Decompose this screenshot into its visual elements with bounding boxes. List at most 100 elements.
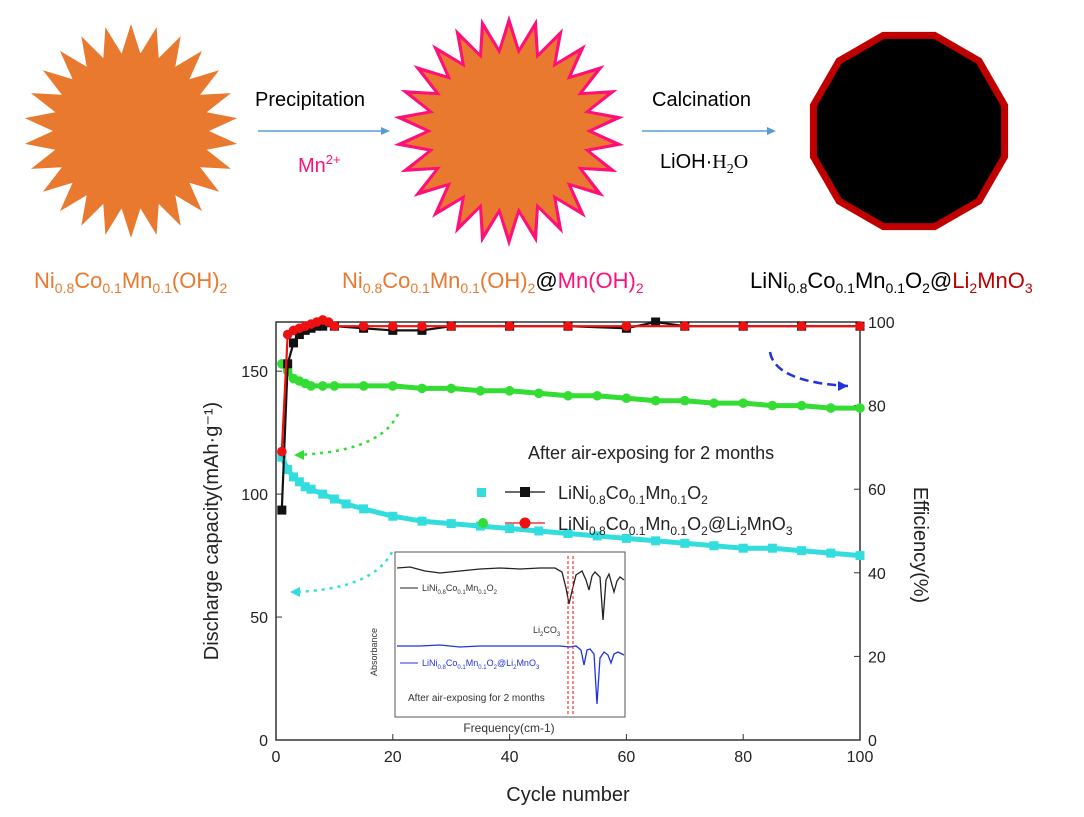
data-point-square bbox=[283, 359, 293, 369]
data-point-circle bbox=[738, 398, 748, 408]
inset-legend-label-coated: LiNi0.8Co0.1Mn0.1O2@Li2MnO3 bbox=[422, 658, 540, 671]
legend-label-coated: LiNi0.8Co0.1Mn0.1O2@Li2MnO3 bbox=[558, 514, 793, 538]
data-point-square bbox=[738, 543, 748, 553]
data-point-square bbox=[300, 482, 310, 492]
data-point-square bbox=[680, 538, 690, 548]
black-dodecagon-particle-icon bbox=[809, 31, 1009, 231]
data-point-circle bbox=[504, 321, 515, 331]
data-point-circle bbox=[826, 403, 836, 413]
data-point-square bbox=[709, 541, 719, 551]
y-tick-label-right: 20 bbox=[868, 649, 886, 666]
chart-annotation: After air-exposing for 2 months bbox=[528, 443, 774, 463]
orange-sun-particle-icon bbox=[24, 24, 238, 238]
data-point-circle bbox=[621, 393, 632, 404]
inset-ftir-spectrum: LiNi0.8Co0.1Mn0.1O2 LiNi0.8Co0.1Mn0.1O2@… bbox=[369, 551, 626, 735]
inset-peak-label: Li2CO3 bbox=[533, 625, 561, 638]
y-tick-label-right: 0 bbox=[868, 733, 877, 750]
data-point-square bbox=[621, 533, 631, 543]
data-point-circle bbox=[563, 390, 573, 401]
data-point-square bbox=[826, 548, 836, 558]
data-point-square bbox=[283, 465, 293, 475]
data-point-circle bbox=[504, 386, 515, 396]
right-arrow-icon bbox=[258, 127, 390, 135]
mn2plus-label: Mn2+ bbox=[298, 152, 341, 177]
data-point-circle bbox=[738, 321, 748, 331]
material-coated-precursor-label: Ni0.8Co0.1Mn0.1(OH)2@Mn(OH)2 bbox=[342, 268, 644, 296]
data-point-circle bbox=[358, 321, 369, 331]
trend-arrow-1 bbox=[295, 413, 400, 457]
efficiency-line-2 bbox=[280, 320, 860, 511]
y-tick-label-left: 50 bbox=[250, 610, 268, 627]
data-point-square bbox=[318, 321, 328, 331]
inset-spectrum-pristine bbox=[396, 566, 625, 621]
data-point-square bbox=[318, 489, 328, 499]
material-product-label: LiNi0.8Co0.1Mn0.1O2@Li2MnO3 bbox=[750, 268, 1033, 296]
data-point-circle bbox=[417, 383, 427, 394]
trend-arrowhead-2 bbox=[290, 587, 300, 597]
data-point-square bbox=[563, 528, 573, 538]
capacity-trace-0 bbox=[279, 456, 861, 559]
x-tick-label: 20 bbox=[384, 749, 402, 766]
data-point-square bbox=[417, 516, 427, 526]
data-point-square bbox=[289, 338, 299, 348]
data-point-square bbox=[592, 531, 602, 541]
x-tick-label: 80 bbox=[734, 749, 752, 766]
legend: LiNi0.8Co0.1Mn0.1O2 LiNi0.8Co0.1Mn0.1O2@… bbox=[477, 483, 793, 538]
data-point-circle bbox=[388, 321, 398, 331]
data-point-circle bbox=[388, 381, 398, 391]
data-point-square bbox=[446, 519, 456, 529]
data-point-circle bbox=[709, 398, 719, 408]
x-tick-label: 0 bbox=[272, 749, 281, 766]
calcination-label: Calcination bbox=[652, 89, 751, 111]
data-point-square bbox=[651, 317, 661, 327]
inset-annotation: After air-exposing for 2 months bbox=[408, 693, 545, 704]
data-point-square bbox=[797, 546, 807, 556]
data-point-circle bbox=[592, 390, 602, 401]
pink-outlined-sun-particle-icon bbox=[393, 15, 625, 247]
data-point-square bbox=[294, 477, 304, 487]
x-tick-label: 40 bbox=[501, 749, 519, 766]
data-point-circle bbox=[680, 321, 690, 331]
data-point-circle bbox=[358, 381, 369, 391]
y-tick-label-right: 60 bbox=[868, 482, 886, 499]
data-point-square bbox=[277, 505, 287, 515]
y-tick-label-left: 150 bbox=[241, 364, 268, 381]
data-point-circle bbox=[329, 321, 340, 331]
legend-marker-efficiency-pristine bbox=[520, 487, 530, 497]
trend-arrowhead-0 bbox=[838, 381, 848, 391]
data-point-circle bbox=[563, 321, 573, 331]
y-tick-label-right: 100 bbox=[868, 315, 895, 332]
data-point-circle bbox=[621, 321, 632, 331]
data-point-square bbox=[505, 524, 515, 534]
y-tick-label-left: 0 bbox=[259, 733, 268, 750]
data-point-circle bbox=[446, 383, 457, 394]
x-tick-label: 100 bbox=[847, 749, 874, 766]
inset-spectrum-coated bbox=[397, 644, 625, 705]
data-point-square bbox=[388, 511, 398, 521]
data-point-square bbox=[341, 499, 351, 509]
data-point-circle bbox=[650, 395, 661, 406]
synthesis-scheme bbox=[24, 15, 1009, 247]
data-point-circle bbox=[277, 446, 287, 457]
data-point-circle bbox=[475, 386, 486, 396]
inset-y-axis-title: Absorbance bbox=[369, 628, 379, 676]
data-point-circle bbox=[796, 321, 807, 331]
data-point-square bbox=[651, 536, 661, 546]
data-point-square bbox=[277, 452, 287, 462]
y-axis-title-left: Discharge capacity(mAh·g⁻¹) bbox=[201, 402, 223, 660]
y-axis-title-right: Efficiency(%) bbox=[909, 487, 931, 603]
orange-sun-core bbox=[404, 26, 614, 236]
data-point-circle bbox=[329, 381, 340, 391]
data-point-square bbox=[855, 551, 865, 561]
data-point-circle bbox=[855, 403, 865, 413]
data-point-square bbox=[289, 472, 299, 482]
data-point-circle bbox=[306, 381, 316, 391]
legend-swatch-capacity-pristine bbox=[477, 488, 486, 497]
data-point-circle bbox=[796, 400, 807, 411]
data-point-square bbox=[329, 494, 339, 504]
precipitation-label: Precipitation bbox=[255, 89, 366, 111]
trend-arrow-2 bbox=[291, 551, 394, 594]
legend-swatch-capacity-coated bbox=[478, 518, 488, 528]
inset-x-axis-title: Frequency(cm-1) bbox=[463, 721, 554, 735]
